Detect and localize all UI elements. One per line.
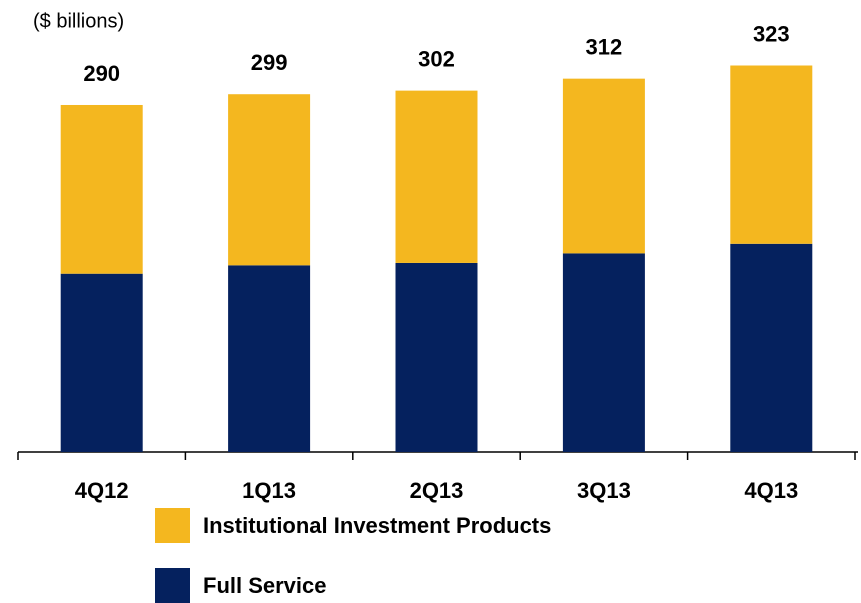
legend-swatch <box>155 568 190 603</box>
chart-subtitle: ($ billions) <box>33 10 124 32</box>
bar-segment <box>730 243 813 452</box>
x-tick-label: 3Q13 <box>577 478 631 503</box>
x-tick-label: 2Q13 <box>410 478 464 503</box>
legend-label: Full Service <box>203 573 327 598</box>
x-tick-label: 1Q13 <box>242 478 296 503</box>
x-tick-label: 4Q12 <box>75 478 129 503</box>
bar-segment <box>60 104 143 274</box>
bar-segment <box>395 90 478 263</box>
legend-swatch <box>155 508 190 543</box>
bar-segment <box>562 78 645 254</box>
bar-segment <box>730 65 813 244</box>
bar-segment <box>60 273 143 452</box>
bar-segment <box>395 262 478 452</box>
x-tick-label: 4Q13 <box>744 478 798 503</box>
total-label: 299 <box>251 50 288 75</box>
total-label: 302 <box>418 46 455 71</box>
bar-segment <box>562 253 645 452</box>
total-label: 323 <box>753 21 790 46</box>
total-label: 290 <box>83 61 120 86</box>
bar-segment <box>228 265 311 452</box>
total-label: 312 <box>586 34 623 59</box>
legend-label: Institutional Investment Products <box>203 513 551 538</box>
bar-segment <box>228 94 311 266</box>
